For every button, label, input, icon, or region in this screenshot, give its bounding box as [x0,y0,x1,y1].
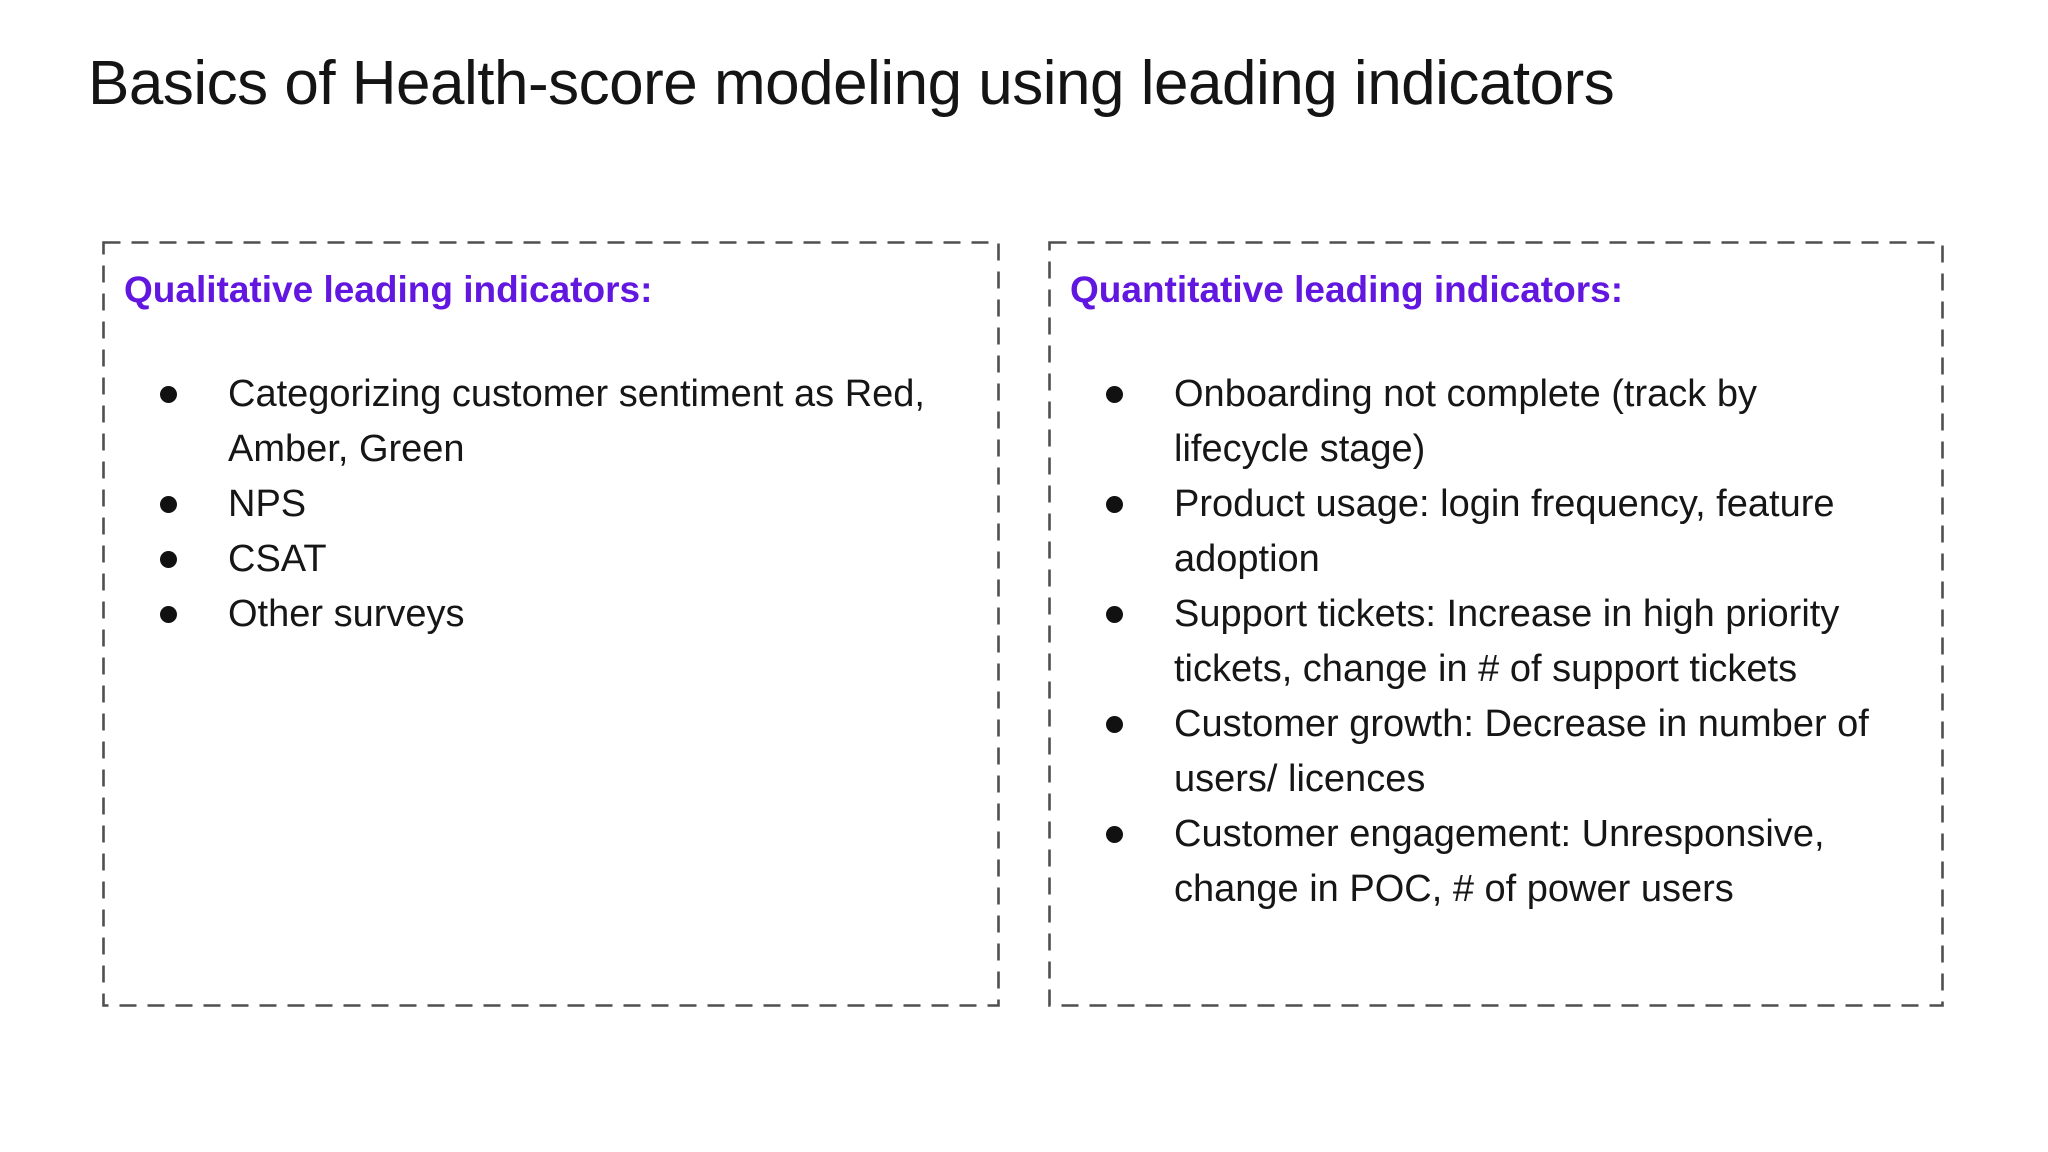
bullet-text: Customer engagement: Unresponsive, chang… [1174,813,1825,910]
list-item: Onboarding not complete (track by lifecy… [1070,367,1916,477]
list-item: CSAT [124,532,972,587]
list-item: NPS [124,477,972,532]
qualitative-indicators-panel: Qualitative leading indicators: Categori… [102,241,1000,1007]
qualitative-panel-heading: Qualitative leading indicators: [124,269,653,310]
quantitative-panel-content: Quantitative leading indicators: Onboard… [1048,241,1944,1007]
bullet-text: NPS [228,483,307,525]
bullet-text: Customer growth: Decrease in number of u… [1174,703,1869,800]
list-item: Support tickets: Increase in high priori… [1070,587,1916,697]
quantitative-indicators-panel: Quantitative leading indicators: Onboard… [1048,241,1944,1007]
list-item: Categorizing customer sentiment as Red, … [124,367,972,477]
quantitative-panel-heading: Quantitative leading indicators: [1070,269,1624,310]
bullet-text: CSAT [228,538,327,580]
slide-title: Basics of Health-score modeling using le… [88,49,1615,118]
qualitative-bullet-list: Categorizing customer sentiment as Red, … [124,367,972,642]
list-item: Product usage: login frequency, feature … [1070,477,1916,587]
list-item: Customer growth: Decrease in number of u… [1070,697,1916,807]
bullet-text: Other surveys [228,593,465,635]
bullet-text: Support tickets: Increase in high priori… [1174,593,1840,690]
bullet-text: Onboarding not complete (track by lifecy… [1174,373,1757,470]
qualitative-panel-content: Qualitative leading indicators: Categori… [102,241,1000,1007]
quantitative-bullet-list: Onboarding not complete (track by lifecy… [1070,367,1916,917]
list-item: Other surveys [124,587,972,642]
bullet-text: Product usage: login frequency, feature … [1174,483,1835,580]
list-item: Customer engagement: Unresponsive, chang… [1070,807,1916,917]
bullet-text: Categorizing customer sentiment as Red, … [228,373,925,470]
